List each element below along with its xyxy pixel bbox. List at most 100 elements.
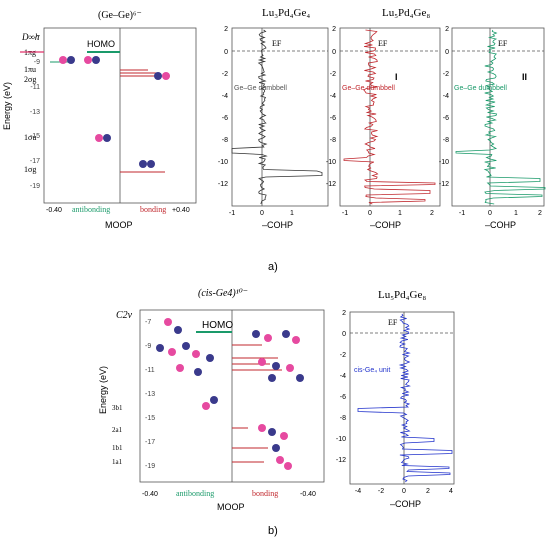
ytick: -12 — [439, 181, 449, 188]
moop-b-bonding: bonding — [252, 489, 278, 498]
cohp-b-frame — [349, 311, 455, 485]
moop-b-bonding-levels — [232, 344, 282, 463]
ytick: -12 — [326, 181, 336, 188]
cohp-a2-marker: I — [395, 72, 398, 82]
orbital-lobe — [210, 396, 218, 404]
xtick: -1 — [342, 210, 348, 217]
panel-b-label: b) — [268, 525, 278, 537]
orbital-lobe — [268, 374, 276, 382]
orbital-label: 2a1 — [112, 426, 123, 434]
xtick: 0 — [488, 210, 492, 217]
xtick: -1 — [229, 210, 235, 217]
cohp-b-xlabel: –COHP — [390, 499, 421, 509]
ytick: -2 — [330, 71, 336, 78]
ytick: -4 — [443, 93, 449, 100]
ytick: -4 — [330, 93, 336, 100]
ytick: 2 — [445, 26, 449, 33]
ytick: -7 — [145, 319, 151, 326]
moop-a-ytick: -19 — [30, 183, 40, 190]
orbital-lobe — [276, 456, 284, 464]
xtick: 0 — [402, 488, 406, 495]
orbital-lobe — [164, 318, 172, 326]
xtick: -2 — [378, 488, 384, 495]
cohp-a1-xticks: -1 0 1 — [229, 210, 294, 217]
orbital-lobe — [156, 344, 164, 352]
orbital-lobe — [154, 72, 162, 80]
xtick: 0 — [260, 210, 264, 217]
moop-a-xticks: -0.40 +0.40 — [46, 207, 190, 214]
xtick: -4 — [355, 488, 361, 495]
cohp-b-xticks: -4 -2 0 2 4 — [355, 488, 453, 495]
cohp-a2-ef: EF — [378, 39, 388, 48]
cohp-a3: EF Ge–Ge dumbbell II 2 0 -2 -4 -6 -8 -10… — [439, 26, 546, 230]
ytick: 2 — [224, 26, 228, 33]
xtick: 4 — [449, 488, 453, 495]
moop-a-group-label: D∞h — [21, 32, 40, 42]
orbital-lobe — [286, 364, 294, 372]
cohp-a3-legend: Ge–Ge dumbbell — [454, 85, 507, 92]
xtick: 2 — [426, 488, 430, 495]
cohp-a1-title: Lu₃Pd₄Ge₄ — [262, 7, 310, 19]
ytick: -11 — [145, 367, 155, 374]
ytick: -15 — [145, 415, 155, 422]
orbital-lobe — [95, 134, 103, 142]
orbital-lobe — [264, 334, 272, 342]
orbital-lobe — [194, 368, 202, 376]
ytick: -6 — [330, 115, 336, 122]
xtick: 1 — [290, 210, 294, 217]
ytick: -17 — [145, 439, 155, 446]
panel-a-label: a) — [268, 261, 278, 273]
ytick: -2 — [222, 71, 228, 78]
ytick: 0 — [332, 49, 336, 56]
orbital-lobe — [280, 432, 288, 440]
cohp-b-curve — [357, 313, 453, 483]
ytick: 0 — [224, 49, 228, 56]
cohp-b-yticks: 2 0 -2 -4 -6 -8 -10 -12 — [336, 310, 346, 464]
orbital-label: 1σg — [24, 165, 36, 174]
orbital-lobe — [59, 56, 67, 64]
moop-a-xtick: +0.40 — [172, 207, 190, 214]
ytick: -10 — [439, 159, 449, 166]
xtick: 1 — [398, 210, 402, 217]
orbital-lobe — [268, 428, 276, 436]
orbital-lobe — [272, 362, 280, 370]
panel-b-moop: (cis-Ge4)¹⁰⁻ C2v Energy (eV) -7 -9 -11 -… — [98, 288, 325, 512]
cohp-a1-xlabel: –COHP — [262, 220, 293, 230]
ytick: -6 — [222, 115, 228, 122]
cohp-b-title: Lu₅Pd₄Ge₈ — [378, 289, 426, 301]
moop-b-title: (cis-Ge4)¹⁰⁻ — [198, 288, 248, 299]
cohp-a2-xlabel: –COHP — [370, 220, 401, 230]
moop-a-antibonding: antibonding — [72, 205, 110, 214]
moop-a-xtick: -0.40 — [46, 207, 62, 214]
xtick: -0.40 — [300, 491, 316, 498]
cohp-a1: Lu₃Pd₄Ge₄ EF Ge–Ge dumbbell 2 0 -2 -4 -6… — [218, 7, 329, 230]
cohp-b: Lu₅Pd₄Ge₈ EF cis-Ge₄ unit 2 0 -2 -4 -6 -… — [336, 289, 455, 509]
ytick: -4 — [222, 93, 228, 100]
moop-a-yticks: -7 -9 -11 -13 -15 -17 -19 — [30, 35, 40, 190]
ytick: -8 — [443, 137, 449, 144]
ytick: -12 — [218, 181, 228, 188]
cohp-a3-xticks: -1 0 1 2 — [459, 210, 542, 217]
orbital-lobe — [147, 160, 155, 168]
ytick: -2 — [340, 352, 346, 359]
moop-b-orbital-labels: 3b1 2a1 1b1 1a1 — [112, 404, 123, 466]
cohp-a2-frame — [339, 27, 441, 207]
ytick: 0 — [445, 49, 449, 56]
orbital-lobe — [258, 358, 266, 366]
cohp-a1-curve — [231, 29, 323, 205]
moop-b-xticks: -0.40 -0.40 — [142, 491, 316, 498]
cohp-a3-xlabel: –COHP — [485, 220, 516, 230]
ytick: 2 — [342, 310, 346, 317]
ytick: -19 — [145, 463, 155, 470]
cohp-a3-yticks: 2 0 -2 -4 -6 -8 -10 -12 — [439, 26, 449, 188]
cohp-a2: Lu₅Pd₄Ge₈ EF Ge–Ge dumbbell I 2 0 -2 -4 … — [326, 7, 441, 230]
xtick: -1 — [459, 210, 465, 217]
orbital-label: 1a1 — [112, 458, 123, 466]
moop-b-antibonding: antibonding — [176, 489, 214, 498]
ytick: -13 — [145, 391, 155, 398]
orbital-label: 1πu — [24, 65, 36, 74]
ytick: -12 — [336, 457, 346, 464]
cohp-b-legend: cis-Ge₄ unit — [354, 367, 390, 374]
cohp-a2-title: Lu₅Pd₄Ge₈ — [382, 7, 430, 19]
moop-b-ylabel: Energy (eV) — [98, 366, 108, 414]
